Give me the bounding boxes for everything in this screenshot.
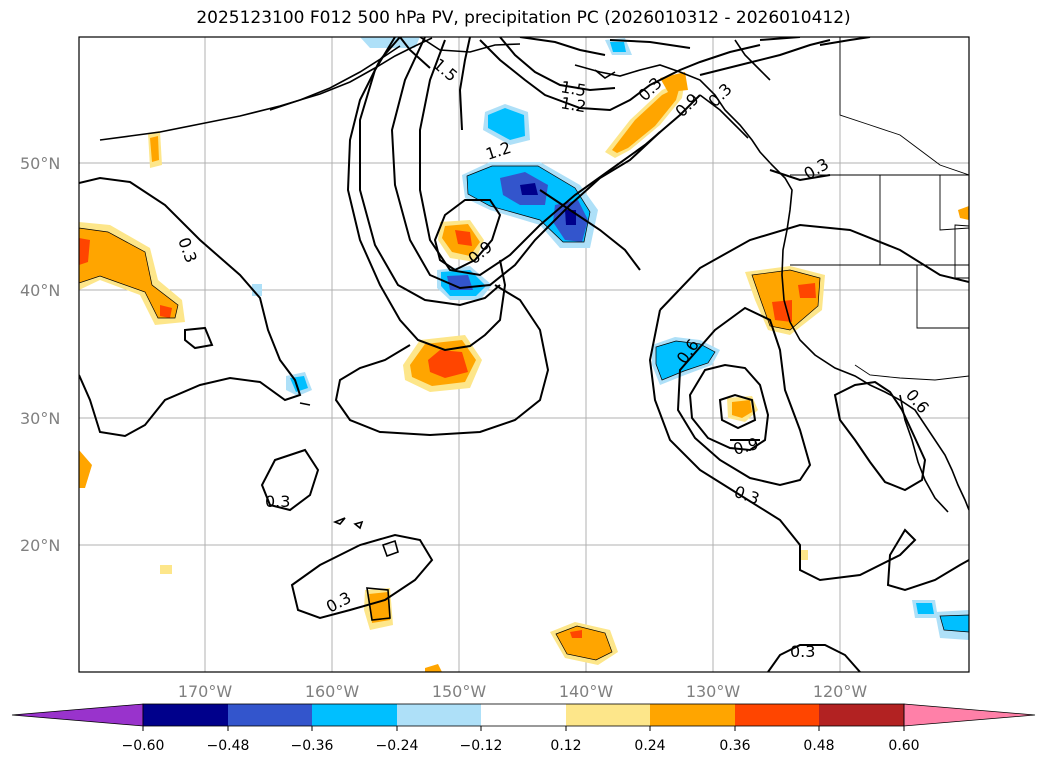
precip-outlines (79, 165, 969, 661)
lon-label: 140°W (559, 682, 614, 701)
latitude-labels: 50°N 40°N 30°N 20°N (20, 154, 60, 555)
colorbar-segment (566, 704, 650, 726)
colorbar-tick-label: −0.60 (122, 738, 165, 754)
colorbar-tick-label: 0.36 (719, 738, 750, 754)
colorbar-segment (819, 704, 904, 726)
colorbar-segment (481, 704, 566, 726)
contour-label: 0.3 (790, 642, 815, 661)
colorbar-tick-label: −0.48 (207, 738, 250, 754)
colorbar-segment (397, 704, 481, 726)
map-title: 2025123100 F012 500 hPa PV, precipitatio… (196, 8, 851, 28)
colorbar-tick-label: 0.24 (634, 738, 665, 754)
colorbar-segment (312, 704, 397, 726)
precip-positive-areas (79, 72, 969, 672)
lon-label: 150°W (432, 682, 487, 701)
colorbar-extend-max (903, 703, 1036, 727)
colorbar-ticks (142, 726, 905, 731)
colorbar-segment (228, 704, 312, 726)
longitude-labels: 170°W 160°W 150°W 140°W 130°W 120°W (178, 682, 868, 701)
colorbar-tick-label: −0.36 (291, 738, 334, 754)
colorbar-tick-label: 0.60 (888, 738, 919, 754)
coastlines (99, 37, 969, 621)
lon-label: 120°W (813, 682, 868, 701)
pv-contours (79, 37, 969, 672)
colorbar-extend-min (11, 703, 144, 727)
lon-label: 160°W (305, 682, 360, 701)
colorbar-segment (143, 704, 228, 726)
contour-label: 1.5 (559, 77, 587, 100)
colorbar-tick-label: −0.24 (376, 738, 419, 754)
lon-label: 170°W (178, 682, 233, 701)
lat-label: 30°N (20, 409, 60, 428)
lat-label: 20°N (20, 536, 60, 555)
map-frame (78, 36, 970, 673)
colorbar-tick-label: 0.12 (550, 738, 581, 754)
lat-label: 50°N (20, 154, 60, 173)
colorbar-tick-label: 0.48 (803, 738, 834, 754)
lat-label: 40°N (20, 281, 60, 300)
colorbar: −0.60 −0.48 −0.36 −0.24 −0.12 0.12 0.24 … (11, 703, 1036, 754)
colorbar-tick-label: −0.12 (460, 738, 503, 754)
contour-label: 0.3 (265, 492, 290, 511)
lon-label: 130°W (686, 682, 741, 701)
contour-label: 1.2 (559, 93, 587, 116)
colorbar-segment (650, 704, 735, 726)
political-borders (790, 37, 969, 381)
colorbar-segment (735, 704, 819, 726)
precip-negative-areas (252, 37, 969, 640)
map-area (79, 37, 969, 672)
